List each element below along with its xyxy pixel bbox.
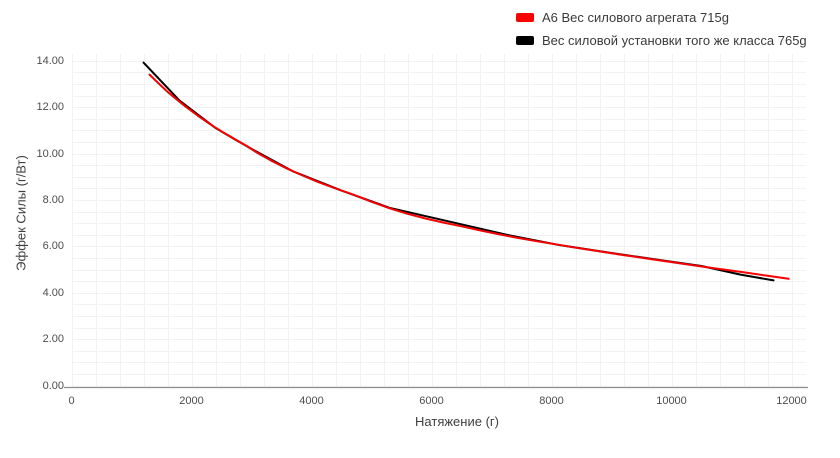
y-tick-label: 10.00 — [36, 147, 64, 160]
y-tick-label: 8.00 — [42, 193, 64, 206]
y-tick-label: 14.00 — [36, 54, 64, 67]
x-axis-title: Натяжение (г) — [415, 414, 499, 429]
legend-swatch — [516, 13, 534, 22]
legend-item: Вес силовой установки того же класса 765… — [516, 32, 807, 49]
legend-label: Вес силовой установки того же класса 765… — [542, 33, 807, 48]
x-tick-label: 12000 — [776, 395, 807, 407]
x-tick-label: 4000 — [299, 395, 324, 407]
legend-label: A6 Вес силового агрегата 715g — [542, 10, 729, 25]
legend: A6 Вес силового агрегата 715g Вес силовой… — [516, 9, 807, 55]
y-axis-title: Эффек Силы (г/Вт) — [13, 155, 29, 271]
x-tick-label: 8000 — [539, 395, 564, 407]
series-line-1 — [142, 61, 775, 282]
y-tick-label: 4.00 — [42, 286, 64, 299]
legend-item: A6 Вес силового агрегата 715g — [516, 9, 807, 26]
series-line-0 — [148, 73, 790, 280]
y-tick-label: 2.00 — [42, 333, 64, 346]
y-tick-label: 0.00 — [42, 379, 64, 392]
y-tick-label: 6.00 — [42, 240, 64, 253]
x-tick-label: 10000 — [656, 395, 687, 407]
x-tick-label: 6000 — [419, 395, 444, 407]
x-tick-label: 0 — [68, 395, 75, 407]
y-tick-label: 12.00 — [36, 101, 64, 114]
x-tick-label: 2000 — [179, 395, 204, 407]
legend-swatch — [516, 36, 534, 45]
